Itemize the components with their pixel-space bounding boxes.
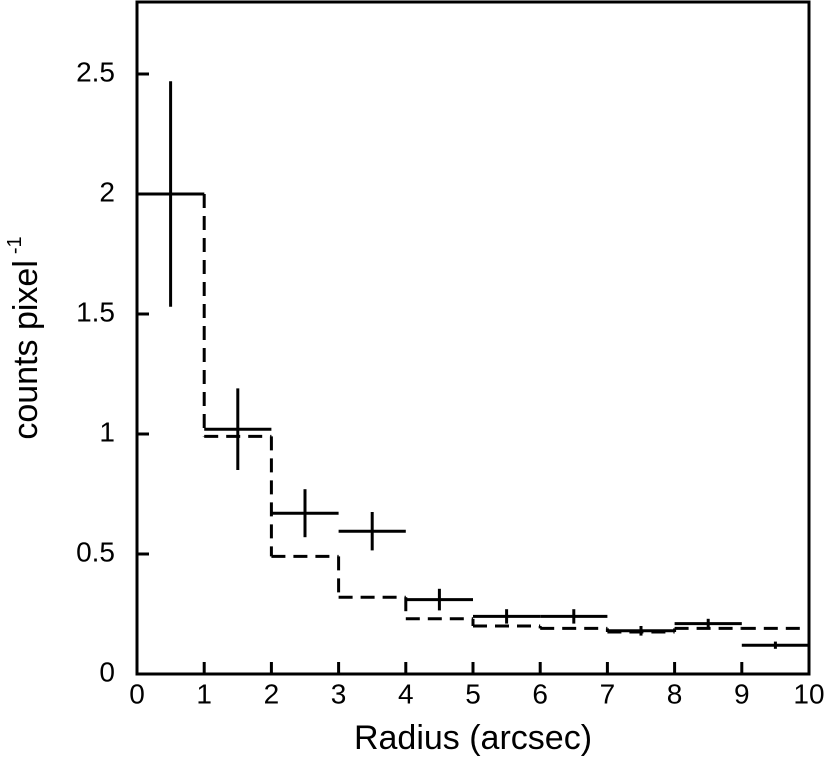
x-tick-label: 9 [734, 678, 750, 709]
x-axis-label: Radius (arcsec) [354, 719, 592, 757]
y-tick-label: 2.5 [76, 56, 115, 87]
x-tick-label: 8 [667, 678, 683, 709]
y-tick-label: 0.5 [76, 536, 115, 567]
x-tick-label: 0 [129, 678, 145, 709]
x-tick-label: 4 [398, 678, 414, 709]
x-tick-label: 5 [465, 678, 481, 709]
x-tick-label: 7 [600, 678, 616, 709]
x-tick-label: 10 [793, 678, 824, 709]
plot-frame [135, 0, 811, 676]
x-tick-label: 2 [264, 678, 280, 709]
x-tick-label: 3 [331, 678, 347, 709]
y-tick-label: 0 [99, 656, 115, 687]
y-tick-label: 1 [99, 416, 115, 447]
y-axis-label-superscript: -1 [4, 236, 26, 254]
x-tick-label: 1 [196, 678, 212, 709]
x-tick-label: 6 [532, 678, 548, 709]
y-axis-label: counts pixel -1 [4, 236, 45, 439]
y-tick-label: 1.5 [76, 296, 115, 327]
y-tick-label: 2 [99, 176, 115, 207]
y-axis-label-text: counts pixel [7, 260, 45, 440]
